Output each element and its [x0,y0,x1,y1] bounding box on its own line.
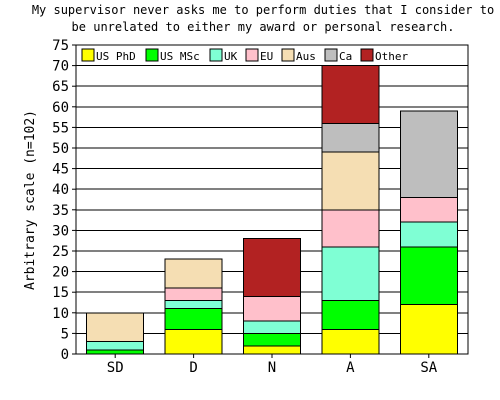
bar-segment-sa-eu [399,196,458,223]
bar-stacks [86,65,458,355]
y-tick-label: 15 [52,285,69,301]
plot-frame [75,44,469,355]
bar-segment-a-aus [321,151,380,211]
legend-label: Aus [296,50,316,63]
legend-label: Ca [339,50,352,63]
legend: US PhD US MSc UK EU Aus Ca Other [77,46,409,65]
bar-segment-n-us-msc [243,332,301,347]
bar-segment-n-uk [243,320,301,334]
y-tick-label: 65 [52,79,69,95]
bar-segment-sd-aus [86,312,145,343]
chart-title-line-2: be unrelated to either my award or perso… [72,20,455,34]
bar-segment-a-us-phd [321,328,380,355]
legend-swatch [209,48,223,62]
y-axis-label: Arbitrary scale (n=102) [23,110,38,290]
bar-segment-d-us-phd [164,328,223,355]
y-tick-label: 55 [52,120,69,136]
bar-segment-sd-us-msc [86,349,145,355]
y-tick-label: 75 [52,38,69,54]
bar-segment-d-aus [164,258,223,289]
bar-segment-sa-us-phd [399,304,458,355]
y-tick-label: 20 [52,265,69,281]
legend-swatch [281,48,295,62]
legend-swatch [324,48,338,62]
bar-segment-n-eu [243,295,301,322]
x-tick-label: SD [107,360,124,376]
legend-swatch [81,48,95,62]
legend-label: US MSc [160,50,200,63]
bar-segment-a-other [321,65,380,124]
bar-segment-sd-uk [86,341,145,351]
bar-segment-a-us-msc [321,299,380,330]
y-tick-label: 40 [52,182,69,198]
chart-title-line-1: My supervisor never asks me to perform d… [32,3,494,17]
y-tick-label: 5 [61,326,69,342]
y-tick-label: 35 [52,203,69,219]
x-tick-labels: SD D N A SA [107,354,438,376]
bar-segment-n-other [243,238,301,297]
bar-segment-d-us-msc [164,308,223,330]
y-tick-label: 70 [52,59,69,75]
legend-label: Other [375,50,408,63]
y-tick-label: 10 [52,306,69,322]
x-tick-label: SA [420,360,437,376]
bar-segment-sa-ca [399,110,458,198]
bar-segment-d-eu [164,287,223,301]
y-tick-label: 30 [52,223,69,239]
bar-segment-sa-uk [399,221,458,248]
bar-segment-a-ca [321,122,380,153]
legend-label: US PhD [96,50,136,63]
y-tick-label: 50 [52,141,69,157]
legend-label: UK [224,50,238,63]
y-tick-label: 25 [52,244,69,260]
y-tick-label: 0 [61,347,69,363]
legend-swatch [245,48,259,62]
y-tick-label: 60 [52,100,69,116]
bar-segment-n-us-phd [243,345,301,355]
x-tick-label: A [346,360,355,376]
bar-segment-d-uk [164,299,223,310]
y-tick-labels: 0 5 10 15 20 25 30 35 40 45 50 55 60 65 70 75 [52,38,76,363]
legend-swatch [145,48,159,62]
bar-segment-a-uk [321,246,380,301]
x-tick-label: N [268,360,276,376]
y-tick-label: 45 [52,162,69,178]
bar-segment-sa-us-msc [399,246,458,306]
legend-swatch [360,48,374,62]
legend-label: EU [260,50,273,63]
x-tick-label: D [189,360,197,376]
bar-segment-a-eu [321,209,380,248]
